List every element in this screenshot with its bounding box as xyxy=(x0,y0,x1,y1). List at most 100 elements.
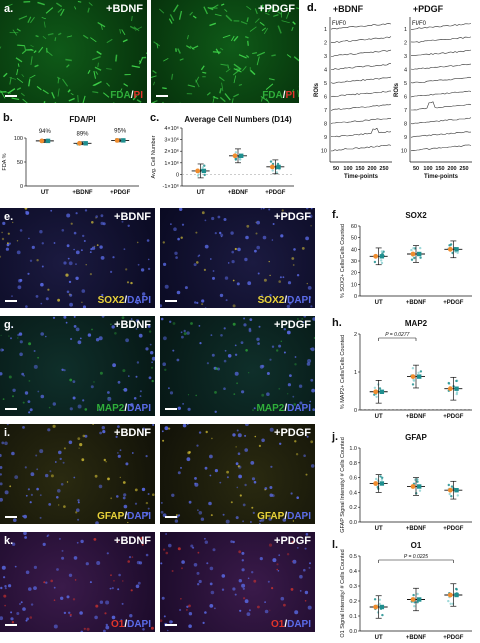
data-point xyxy=(196,174,200,177)
roi-trace xyxy=(330,23,392,30)
y-tick-label: 60 xyxy=(351,224,357,230)
condition-label: +PDGF xyxy=(274,535,311,547)
y-tick-label: 0.2 xyxy=(349,505,357,511)
data-point xyxy=(412,247,415,250)
scale-bar xyxy=(5,300,17,302)
data-point xyxy=(419,256,422,259)
data-point xyxy=(373,393,376,396)
group-mean-point xyxy=(410,251,416,257)
group-mean-point xyxy=(39,138,45,144)
scale-bar xyxy=(5,624,17,626)
y-axis-label: % SOX2+ Cells/Cells Counted xyxy=(340,224,346,298)
group-mean-point xyxy=(45,138,51,144)
roi-trace xyxy=(411,23,472,30)
x-tick-label: 200 xyxy=(447,166,456,172)
data-point xyxy=(275,171,278,174)
group-mean-point xyxy=(447,386,453,392)
group-mean-point xyxy=(447,592,453,598)
condition-label: +BDNF xyxy=(114,319,151,331)
group-mean-point xyxy=(121,138,126,143)
stain-label: GFAP/DAPI xyxy=(257,511,311,522)
y-tick-label: -1×10⁶ xyxy=(163,183,179,190)
group-mean-point xyxy=(195,168,201,174)
panel-letter: f. xyxy=(332,209,339,221)
trace-title: +BDNF xyxy=(333,4,364,14)
data-point xyxy=(416,592,419,596)
group-mean-point xyxy=(83,141,88,146)
roi-trace xyxy=(411,101,472,111)
o1-chart: l. O1 0.0 0.1 0.2 0.3 0.4 0.5 UT +BDNF +PDGF O1 Sig… xyxy=(332,539,472,641)
x-tick-label: UT xyxy=(197,190,205,196)
data-point xyxy=(380,259,383,262)
y-tick-label: 2 xyxy=(354,332,357,338)
fda-pi-chart: FDA/PI 0 50 100 UT +BDNF +PDGF FDA % 94% 89% 95% xyxy=(2,115,139,196)
condition-label: +PDGF xyxy=(274,319,311,331)
stain-label: GFAP/DAPI xyxy=(97,511,151,522)
group-mean-point xyxy=(114,138,120,143)
scale-bar xyxy=(156,95,168,97)
data-point xyxy=(447,483,450,487)
roi-number: 9 xyxy=(404,135,407,141)
panel-letter-i: i. xyxy=(4,427,11,439)
y-tick-label: 0.0 xyxy=(349,520,357,526)
group-mean-point xyxy=(379,254,385,259)
y-tick-label: 0.4 xyxy=(349,490,357,496)
panel-e-right-image: +PDGF SOX2/DAPI xyxy=(160,208,315,308)
y-tick-label: 1×10⁶ xyxy=(164,160,179,167)
group-mean-point xyxy=(410,374,416,379)
roi-number: 3 xyxy=(404,54,407,60)
scale-bar xyxy=(5,516,17,518)
roi-number: 5 xyxy=(324,81,327,87)
roi-number: 4 xyxy=(404,68,407,74)
x-tick-label: UT xyxy=(375,526,383,532)
percent-label: 94% xyxy=(39,129,52,135)
roi-number: 8 xyxy=(404,122,407,128)
y-tick-label: 100 xyxy=(14,136,23,142)
data-point xyxy=(416,480,419,483)
y-tick-label: 0.4 xyxy=(349,569,357,575)
trace-axis-label: FI/F0 xyxy=(412,21,427,27)
stain-label: MAP2/DAPI xyxy=(256,403,311,414)
data-point xyxy=(448,244,451,247)
roi-trace xyxy=(410,76,472,84)
chart-title: O1 xyxy=(411,541,422,550)
cell-texture xyxy=(160,208,313,308)
y-tick-label: 0 xyxy=(354,294,357,300)
y-tick-label: 30 xyxy=(351,259,357,265)
percent-label: 89% xyxy=(76,131,89,137)
scale-bar xyxy=(5,408,17,410)
group-mean-point xyxy=(410,597,416,602)
roi-number: 6 xyxy=(324,95,327,101)
roi-trace xyxy=(411,49,472,56)
roi-trace xyxy=(410,144,472,152)
y-tick-label: 0.8 xyxy=(349,461,357,467)
group-mean-point xyxy=(447,246,453,252)
panel-a-left-image: a. +BDNF FDA/PI xyxy=(0,0,147,103)
cell-texture xyxy=(0,208,151,308)
scale-bar xyxy=(165,624,177,626)
y-tick-label: 50 xyxy=(17,160,23,166)
x-tick-label: 50 xyxy=(333,166,339,172)
y-tick-label: 0.5 xyxy=(349,554,357,560)
fda-cells-texture xyxy=(0,1,147,103)
roi-trace xyxy=(330,76,392,84)
bdnf-traces: +BDNF FI/F0 ROIs 1 2 3 4 5 6 7 8 9 10 50 100 150 200 250T… xyxy=(314,4,392,180)
fda-cells-texture xyxy=(151,3,299,103)
roi-number: 5 xyxy=(404,81,407,87)
data-point xyxy=(373,260,377,264)
roi-number: 2 xyxy=(324,41,327,47)
x-tick-label: +BDNF xyxy=(406,300,427,306)
panel-letter-g: g. xyxy=(4,319,14,331)
roi-number: 10 xyxy=(321,149,327,155)
panel-g-right-image: +PDGF MAP2/DAPI xyxy=(160,316,315,416)
x-tick-label: +PDGF xyxy=(443,414,464,420)
y-axis-label: % MAP2+ Cells/Cells Counted xyxy=(340,335,346,409)
data-point xyxy=(379,475,382,478)
cell-texture xyxy=(0,532,154,632)
stain-label: O1/DAPI xyxy=(110,619,151,630)
condition-label: +BDNF xyxy=(106,3,143,15)
group-mean-point xyxy=(373,604,379,610)
roi-trace xyxy=(330,127,392,138)
stain-label: SOX2/DAPI xyxy=(257,295,311,306)
group-mean-point xyxy=(373,389,379,395)
